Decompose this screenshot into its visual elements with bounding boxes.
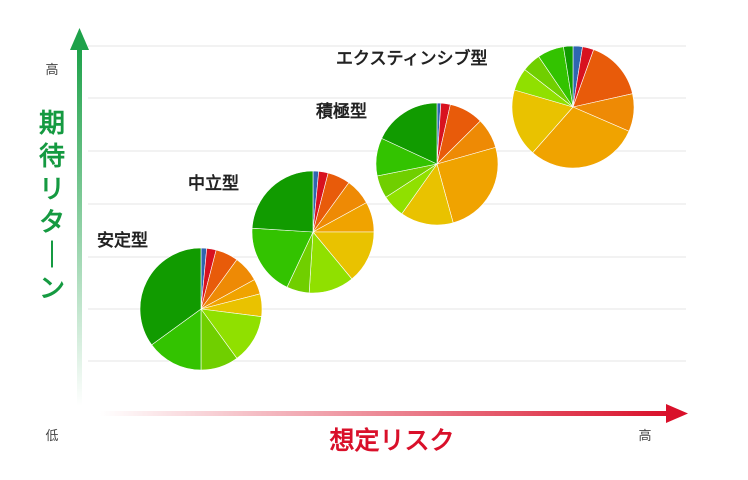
y-axis-line: [77, 48, 82, 406]
y-axis: [70, 28, 89, 406]
pie-chart: 積極型: [316, 101, 499, 226]
pie-slice: [251, 170, 314, 233]
y-axis-label-char: 期: [39, 109, 65, 139]
x-axis: [100, 404, 688, 423]
x-axis-arrowhead: [666, 404, 688, 423]
pie-slice: [532, 106, 630, 169]
pie-chart: 安定型: [97, 230, 263, 371]
y-axis-arrowhead: [70, 28, 89, 50]
y-tick-high: 高: [45, 62, 58, 78]
pie-slice: [401, 163, 454, 226]
pie-slice: [511, 89, 574, 154]
pie-slice: [563, 45, 574, 108]
y-axis-label-char: リ: [39, 175, 65, 205]
pie-chart: 中立型: [188, 170, 375, 294]
y-tick-low: 低: [45, 429, 58, 444]
pie-slice: [251, 227, 314, 288]
pie-slice: [151, 308, 202, 371]
pie-slice: [572, 49, 633, 108]
pie-label: 安定型: [97, 230, 148, 251]
pie-group: 安定型 中立型 積極型 エクスティンシブ型: [97, 45, 635, 371]
pie-slice: [312, 231, 375, 280]
pie-label: 中立型: [188, 173, 239, 194]
pie-slice: [139, 247, 202, 346]
y-axis-label-char: ｜: [39, 240, 65, 271]
pie-slice: [381, 102, 438, 165]
y-axis-label-char: 待: [39, 142, 65, 172]
x-axis-line: [100, 411, 668, 416]
x-axis-label: 想定リスク: [329, 426, 454, 455]
pie-chart: エクスティンシブ型: [336, 45, 635, 169]
pie-label: 積極型: [316, 101, 367, 122]
y-axis-label-char: タ: [39, 208, 65, 238]
x-tick-high: 高: [638, 428, 651, 444]
pie-label: エクスティンシブ型: [336, 48, 487, 69]
pie-slice: [436, 146, 499, 224]
y-axis-label-char: ン: [39, 274, 65, 304]
